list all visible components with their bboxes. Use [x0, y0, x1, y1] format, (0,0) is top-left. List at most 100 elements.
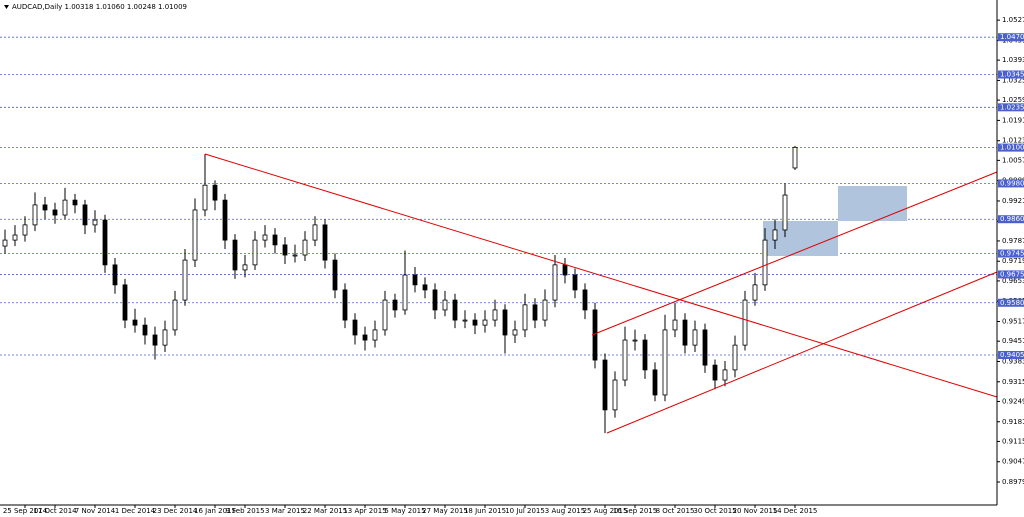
y-tick-label: 1.01912: [1002, 116, 1024, 124]
candle-body: [652, 369, 658, 396]
y-tick-label: 0.92492: [1002, 397, 1024, 405]
candle-body: [312, 224, 318, 241]
candle-body: [62, 199, 68, 216]
candle-body: [772, 229, 778, 241]
candle-body: [762, 239, 768, 286]
candle-body: [72, 199, 78, 206]
x-tick-label: 17 Oct 2014: [33, 507, 77, 515]
candle-body: [12, 234, 18, 241]
candle-body: [402, 274, 408, 311]
y-tick-label: 0.89792: [1002, 478, 1024, 486]
x-tick-label: 1 Dec 2014: [115, 507, 156, 515]
candle-body: [302, 239, 308, 256]
candle-body: [632, 339, 638, 342]
candle-body: [452, 299, 458, 321]
candle-body: [232, 239, 238, 271]
candle-body: [22, 224, 28, 236]
candle-body: [512, 329, 518, 336]
level-label-box: [998, 249, 1024, 258]
candle-body: [722, 369, 728, 381]
level-label: 1.02350: [1000, 103, 1024, 111]
y-tick-label: 1.03252: [1002, 76, 1024, 84]
level-label-box: [998, 103, 1024, 112]
y-tick-label: 0.95172: [1002, 317, 1024, 325]
candle-body: [742, 299, 748, 346]
candle-body: [202, 184, 208, 211]
chart-title: AUDCAD,Daily 1.00318 1.01060 1.00248 1.0…: [12, 3, 187, 11]
y-tick-label: 0.90472: [1002, 458, 1024, 466]
candle-body: [782, 194, 788, 231]
candle-body: [702, 329, 708, 366]
candle-body: [712, 364, 718, 381]
x-tick-label: 9 Feb 2015: [225, 507, 264, 515]
candle-body: [382, 299, 388, 331]
y-tick-label: 0.93152: [1002, 378, 1024, 386]
candle-body: [32, 204, 38, 226]
candle-body: [542, 299, 548, 321]
x-tick-label: 10 Jul 2015: [505, 507, 545, 515]
menu-arrow[interactable]: [4, 5, 9, 9]
candle-body: [82, 204, 88, 226]
y-tick-label: 0.99212: [1002, 197, 1024, 205]
candle-body: [142, 324, 148, 336]
candle-body: [182, 259, 188, 301]
candle-body: [52, 209, 58, 216]
x-tick-label: 27 May 2015: [422, 507, 468, 515]
candle-body: [322, 224, 328, 261]
level-label-box: [998, 350, 1024, 359]
level-label-box: [998, 179, 1024, 188]
candle-body: [692, 329, 698, 346]
candle-body: [242, 264, 248, 271]
level-label-box: [998, 298, 1024, 307]
y-tick-label: 0.96532: [1002, 277, 1024, 285]
candle-body: [492, 309, 498, 321]
candle-body: [212, 184, 218, 201]
y-tick-label: 0.91812: [1002, 418, 1024, 426]
candle-body: [152, 334, 158, 346]
x-tick-label: 20 Nov 2015: [733, 507, 778, 515]
candle-body: [252, 239, 258, 266]
zone-rect: [838, 186, 907, 221]
candle-body: [612, 379, 618, 411]
candle-body: [172, 299, 178, 331]
candle-body: [462, 319, 468, 322]
candle-body: [422, 284, 428, 291]
y-tick-label: 1.00572: [1002, 156, 1024, 164]
x-tick-label: 30 Oct 2015: [693, 507, 736, 515]
candles: [2, 145, 798, 434]
x-tick-label: 5 May 2015: [384, 507, 425, 515]
candle-body: [552, 264, 558, 301]
candle-body: [562, 264, 568, 276]
trend-line: [204, 153, 998, 398]
candle-body: [132, 319, 138, 326]
candle-body: [752, 284, 758, 301]
candle-body: [502, 309, 508, 336]
candle-body: [432, 289, 438, 311]
level-label-box: [998, 70, 1024, 79]
level-label-box: [998, 215, 1024, 224]
candle-body: [732, 344, 738, 371]
y-tick-label: 0.93832: [1002, 357, 1024, 365]
candle-body: [102, 219, 108, 266]
candle-body: [2, 239, 8, 247]
x-tick-label: 14 Dec 2015: [773, 507, 818, 515]
trend-line: [606, 271, 998, 434]
x-tick-label: 23 Dec 2014: [153, 507, 198, 515]
candle-body: [192, 209, 198, 261]
y-tick-label: 0.91152: [1002, 437, 1024, 445]
candle-body: [352, 319, 358, 336]
y-tick-label: 0.94512: [1002, 337, 1024, 345]
candle-body: [272, 234, 278, 246]
candle-body: [112, 264, 118, 286]
candle-body: [162, 329, 168, 346]
candle-body: [592, 309, 598, 361]
candle-body: [582, 289, 588, 311]
x-tick-label: 25 Sep 2014: [3, 507, 48, 515]
candle-body: [572, 274, 578, 291]
candle-body: [442, 299, 448, 311]
